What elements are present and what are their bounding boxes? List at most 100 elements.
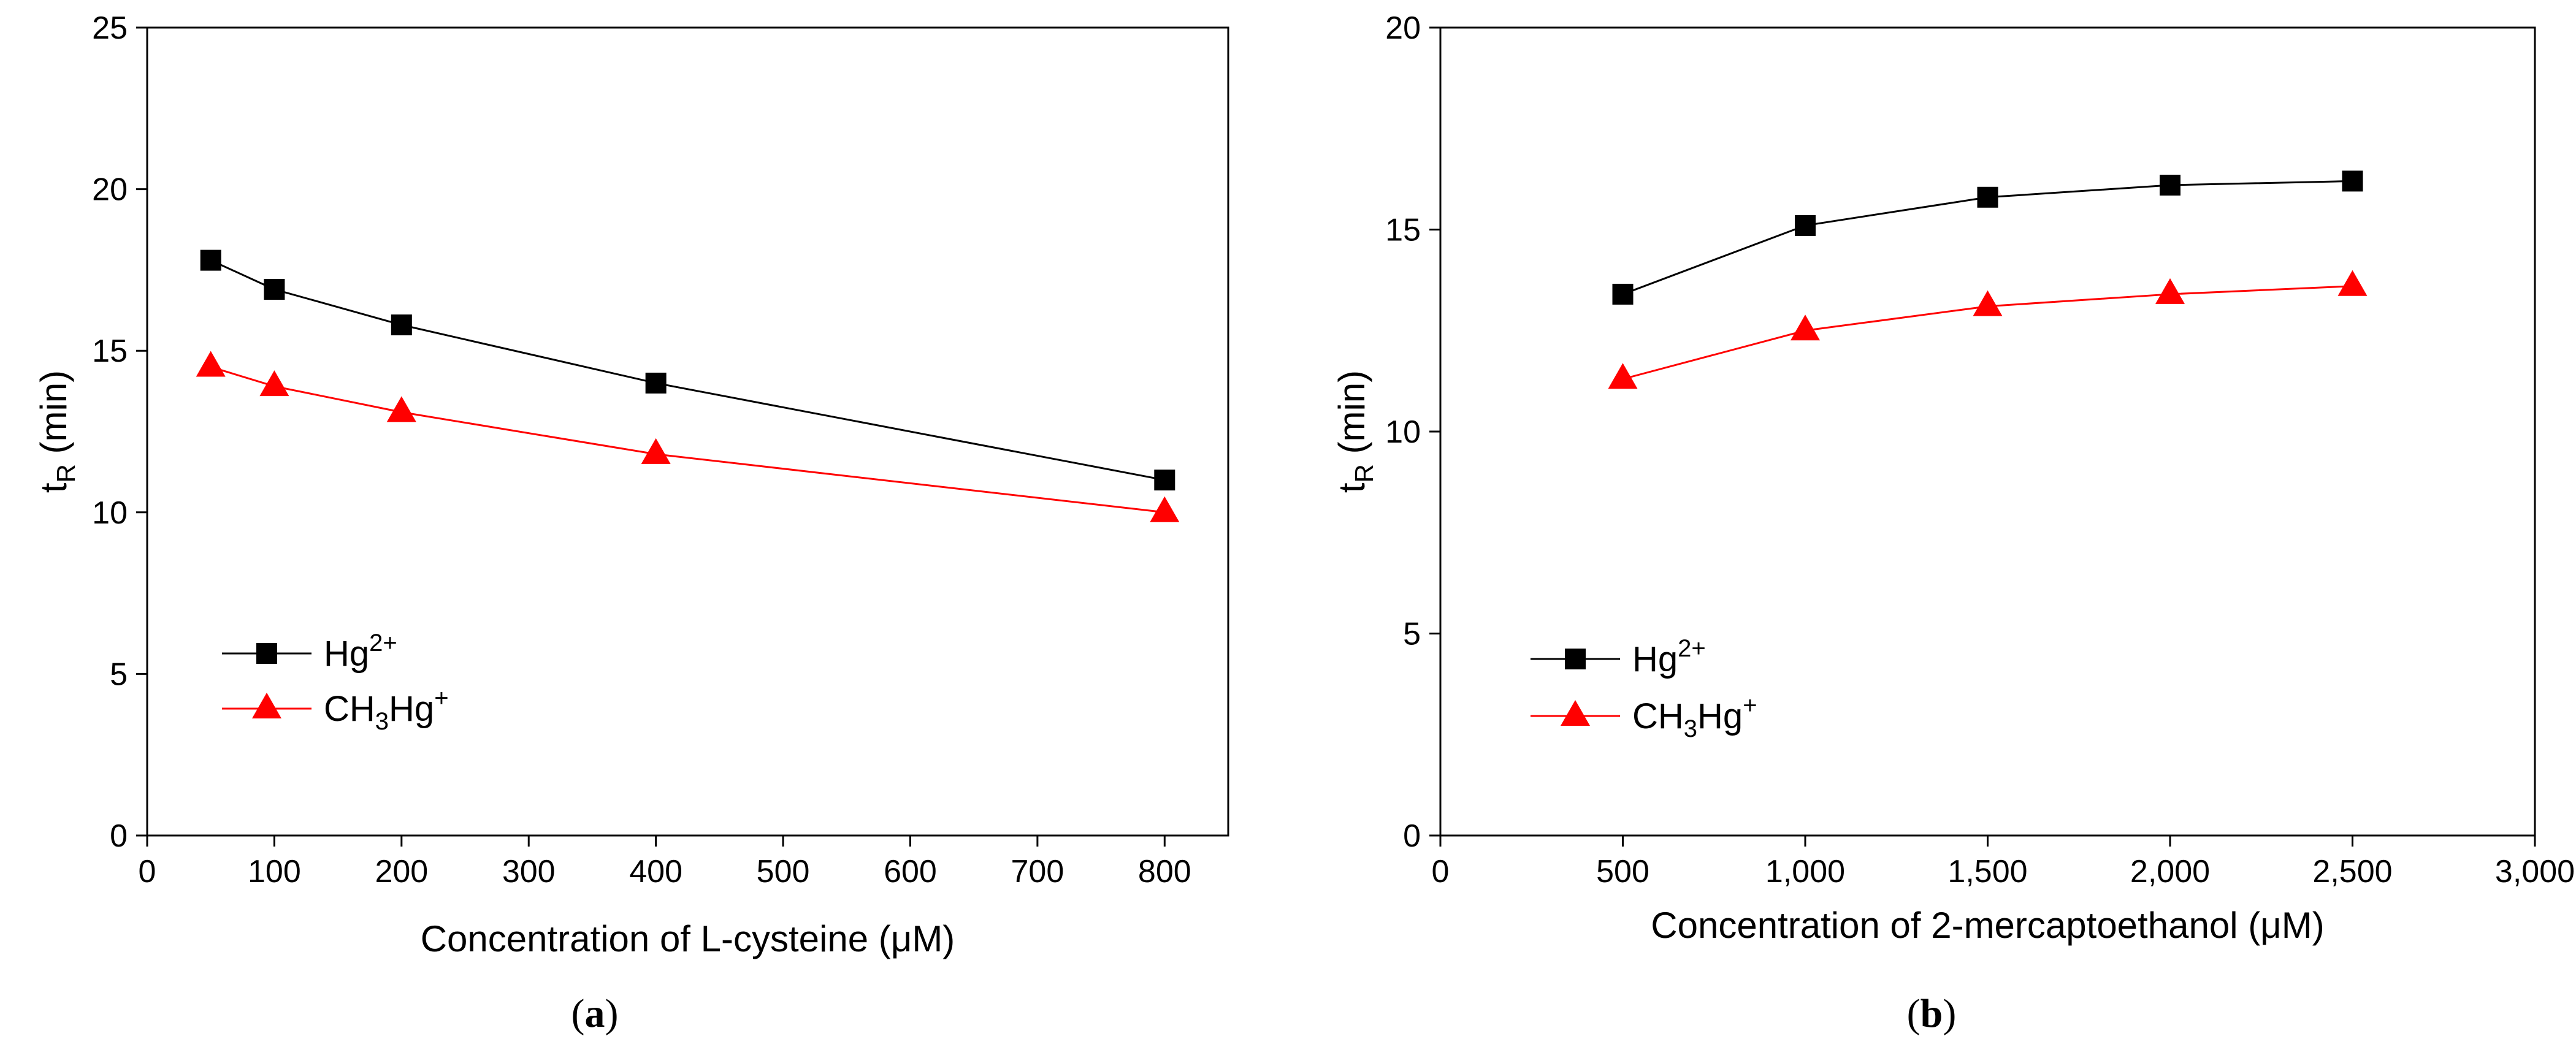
legend-label-superscript: 2+ [1678,635,1706,662]
y-tick-label: 20 [1385,10,1421,46]
data-point [1150,496,1180,522]
legend: Hg2+CH3Hg+ [1531,635,1757,742]
legend-marker [252,692,281,718]
y-tick-label: 0 [1403,818,1421,854]
y-tick-label: 15 [92,333,128,369]
y-axis-title-subscript: R [52,464,80,482]
legend-marker [1561,699,1590,726]
y-tick-label: 10 [1385,414,1421,450]
x-tick-label: 800 [1138,854,1191,889]
data-point [1154,470,1175,491]
data-point [259,370,289,397]
panel-b: 0 500 1,000 1,500 2,000 2,500 3,000 0 5 10 15 20 Con… [1331,10,2575,1036]
x-tick-label: 0 [1432,854,1450,889]
data-point [386,396,416,422]
data-point [1977,186,1998,208]
x-tick-label: 0 [139,854,156,889]
y-axis-title-unit: (min) [33,370,74,464]
legend-entry: Hg2+ [222,630,397,674]
y-axis-title-main: t [33,482,74,493]
y-tick-label: 25 [92,10,128,46]
y-tick-label: 10 [92,495,128,531]
data-point [200,249,221,271]
y-tick-label: 5 [110,657,128,692]
legend-label-subscript: 3 [375,708,389,735]
x-tick-label: 600 [884,854,937,889]
caption-letter: a [585,991,605,1036]
legend-entry: CH3Hg+ [222,685,449,735]
x-axis-title: Concentration of L-cysteine (μM) [421,918,955,959]
x-tick-label: 1,500 [1947,854,2027,889]
series-hg2plus [200,249,1175,491]
legend-entry: CH3Hg+ [1531,692,1757,742]
x-tick-label: 2,000 [2130,854,2210,889]
legend-label-superscript: + [1743,692,1757,719]
x-tick-label: 100 [248,854,301,889]
caption-paren: ) [1943,991,1956,1036]
caption-letter: b [1921,991,1943,1036]
series-ch3hg [1608,270,2368,389]
panel-caption: (b) [1907,991,1957,1036]
legend-label: CH3Hg+ [324,685,449,735]
legend-label-main: CH [324,689,375,729]
y-tick-label: 0 [110,818,128,854]
x-tick-label: 200 [375,854,428,889]
data-point [196,351,226,377]
x-tick-label: 500 [757,854,810,889]
legend: Hg2+CH3Hg+ [222,630,449,735]
legend-label-main: Hg [1697,696,1743,736]
data-point [1612,283,1634,305]
x-tick-label: 3,000 [2495,854,2575,889]
series-ch3hg [196,351,1180,522]
y-axis-title: tR (min) [1331,370,1378,493]
x-tick-label: 500 [1596,854,1649,889]
x-tick-label: 400 [629,854,682,889]
data-point [391,314,412,336]
caption-paren: ( [571,991,585,1036]
x-tick-label: 300 [502,854,556,889]
y-axis-title-subscript: R [1350,464,1378,482]
data-point [2342,170,2363,192]
legend-label-superscript: + [434,685,448,712]
series-hg2plus [1612,170,2363,305]
x-tick-label: 2,500 [2312,854,2392,889]
data-point [264,279,285,300]
panel-a: 0 100 200 300 400 500 600 700 800 0 5 10 15 20 25 Conce… [33,10,1229,1036]
y-tick-label: 15 [1385,213,1421,248]
data-point [645,372,667,394]
x-axis-title: Concentration of 2-mercaptoethanol (μM) [1651,905,2324,946]
data-point [2160,175,2180,196]
y-axis-title-unit: (min) [1331,370,1372,464]
y-axis-title: tR (min) [33,370,80,493]
legend-label-main: Hg [389,689,434,729]
y-tick-label: 5 [1403,617,1421,652]
legend-entry: Hg2+ [1531,635,1706,679]
panel-caption: (a) [571,991,619,1036]
legend-label: Hg2+ [324,630,397,674]
y-axis-title-main: t [1331,482,1372,493]
data-point [1608,363,1638,389]
plot-frame [146,26,1229,837]
legend-label-main: Hg [1632,639,1678,679]
y-tick-label: 20 [92,172,128,208]
legend-label: Hg2+ [1632,635,1706,679]
legend-label-subscript: 3 [1684,715,1697,742]
legend-marker [256,643,277,664]
data-point [2337,270,2368,296]
legend-label-main: CH [1632,696,1684,736]
x-tick-label: 700 [1011,854,1064,889]
caption-paren: ( [1907,991,1921,1036]
caption-paren: ) [605,991,619,1036]
legend-label-main: Hg [324,634,369,674]
legend-marker [1565,649,1586,669]
data-point [641,438,671,464]
legend-label: CH3Hg+ [1632,692,1757,742]
data-point [2155,278,2185,304]
data-point [1791,314,1820,341]
x-tick-label: 1,000 [1765,854,1845,889]
data-point [1795,215,1816,236]
data-point [1973,290,2003,316]
legend-label-superscript: 2+ [369,630,397,657]
